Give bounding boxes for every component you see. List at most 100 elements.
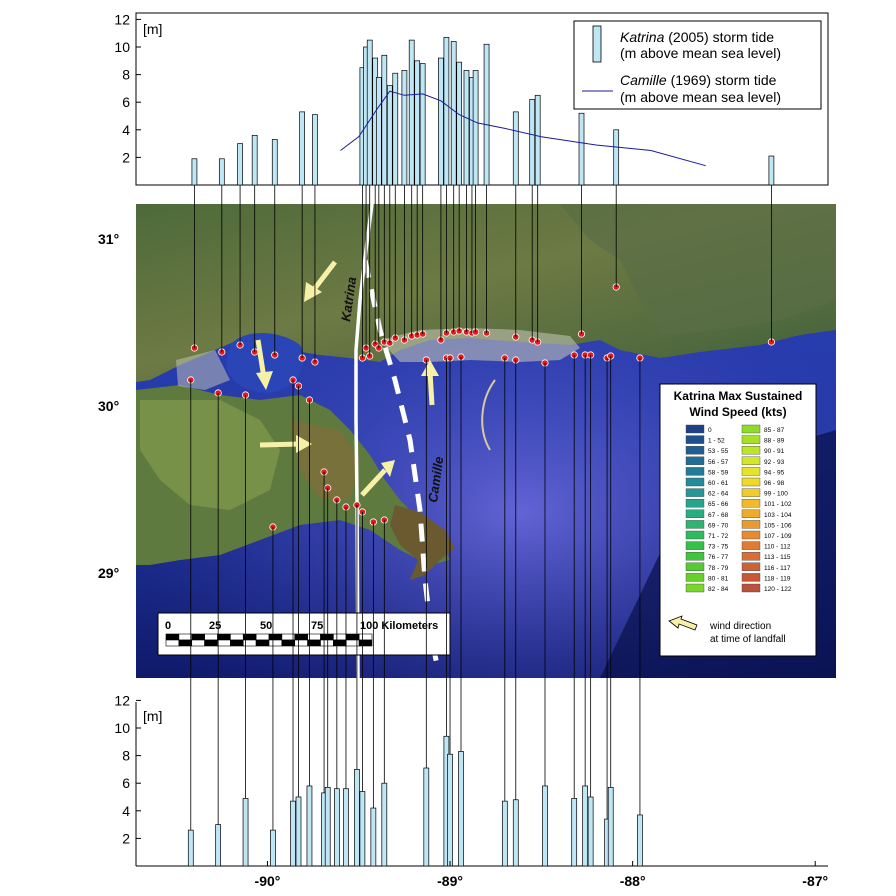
map-coast-highlight: [380, 328, 580, 362]
katrina-bar: [191, 158, 198, 186]
wind-class-swatch: [685, 583, 705, 593]
lat-label-29: 29°: [98, 565, 119, 581]
scale-bar-segment: [178, 633, 193, 641]
katrina-bar: [450, 41, 457, 186]
bottom-bar: [270, 829, 276, 867]
bottom-bar: [587, 796, 594, 867]
camille-legend-line2: (m above mean sea level): [620, 89, 781, 105]
bottom-bar: [354, 769, 360, 867]
wind-class-label: 65 - 66: [708, 501, 729, 508]
scale-bar-segment: [333, 633, 347, 641]
katrina-legend-line2: (m above mean sea level): [620, 45, 781, 61]
katrina-bar: [386, 85, 393, 186]
wind-class-label: 78 - 79: [708, 565, 729, 572]
wind-class-label: 94 - 95: [764, 469, 785, 476]
lat-label-30: 30°: [98, 398, 119, 414]
wind-class-label: 120 - 122: [764, 586, 792, 593]
top-chart-y-axis: 12 10 8 6 4 2: [114, 11, 141, 165]
wind-legend-title-line1: Katrina Max Sustained: [674, 389, 803, 403]
wind-class-swatch: [685, 573, 705, 582]
katrina-track-label: Katrina: [338, 276, 359, 322]
scale-bar-segment: [294, 639, 308, 647]
lat-label-31: 31°: [98, 231, 119, 247]
wind-class-swatch: [741, 488, 761, 497]
katrina-bar: [392, 72, 399, 186]
bottom-y-tick-label: 10: [114, 720, 130, 736]
scale-bar-segment: [165, 633, 180, 641]
wind-class-swatch: [685, 562, 705, 571]
katrina-bar: [375, 77, 382, 186]
wind-class-label: 105 - 106: [764, 522, 792, 529]
wind-class-swatch: [685, 541, 705, 550]
wind-arrow-3-head: [296, 435, 312, 453]
wind-legend-title-line2: Wind Speed (kts): [689, 405, 786, 419]
katrina-bar: [443, 36, 450, 186]
katrina-bar: [366, 39, 373, 186]
wind-class-label: 99 - 100: [764, 491, 788, 498]
wind-class-label: 1 - 52: [708, 438, 725, 445]
wind-class-label: 90 - 91: [764, 448, 785, 455]
katrina-bar: [456, 61, 463, 186]
bottom-chart-unit-label: [m]: [143, 708, 162, 724]
top-y-tick-label: 10: [114, 39, 130, 55]
wind-class-swatch: [741, 424, 761, 434]
scale-bar-segment: [255, 633, 270, 641]
katrina-bar: [237, 143, 243, 186]
top-y-tick-label: 4: [122, 122, 130, 138]
wind-class-label: 88 - 89: [764, 438, 785, 445]
wind-speed-legend: Katrina Max Sustained Wind Speed (kts) 0…: [659, 383, 817, 657]
wind-class-label: 67 - 68: [708, 512, 729, 519]
scale-bar-segment: [268, 633, 283, 641]
scale-bar-segment: [230, 639, 244, 647]
bottom-bar: [512, 799, 519, 867]
wind-class-label: 107 - 109: [764, 533, 792, 540]
bottom-bar: [242, 798, 249, 867]
wind-arrow-1-head: [304, 282, 322, 302]
wind-class-swatch: [741, 477, 761, 487]
bottom-bar: [290, 800, 296, 867]
station-connector-lines: [190, 185, 772, 831]
katrina-bar: [768, 155, 775, 186]
camille-legend-line1: Camille (1969) storm tide: [620, 72, 777, 88]
bottom-bar: [187, 829, 194, 867]
wind-arrow-2: [255, 339, 267, 379]
wind-class-swatch: [685, 520, 705, 529]
wind-class-label: 92 - 93: [764, 459, 785, 466]
map-lake-pontchartrain: [226, 332, 304, 393]
wind-class-label: 80 - 81: [708, 575, 729, 582]
wind-class-label: 58 - 59: [708, 469, 729, 476]
bottom-bar: [582, 785, 589, 867]
katrina-legend-line1: Katrina (2005) storm tide: [620, 29, 774, 45]
katrina-bar: [512, 111, 519, 186]
map-land-east: [560, 204, 836, 335]
bottom-y-tick-label: 6: [122, 775, 130, 791]
katrina-bar: [483, 43, 490, 186]
wind-legend-arrow-icon: [668, 615, 698, 631]
bottom-bar: [370, 807, 377, 867]
wind-class-swatch: [741, 562, 761, 571]
top-chart: [m] 12 10 8 6 4 2 Katrina (2005) storm tide (…: [114, 11, 829, 186]
wind-class-swatch: [685, 456, 705, 465]
katrina-bar: [299, 111, 306, 186]
scale-bar: 0 25 50 75 100 Kilometers: [157, 612, 451, 656]
wind-arrow-2-head: [256, 371, 273, 390]
wind-class-label: 0: [708, 427, 712, 434]
wind-class-swatch: [685, 446, 705, 455]
scale-bar-segment: [320, 639, 334, 647]
legend-box: [573, 20, 822, 110]
wind-class-swatch: [685, 509, 705, 518]
wind-class-label: 116 - 117: [764, 565, 791, 572]
scale-bar-segment: [320, 633, 334, 641]
wind-class-swatch: [741, 467, 761, 476]
bottom-bar: [324, 786, 331, 867]
wind-arrow-4-head: [381, 460, 395, 477]
katrina-bar: [381, 54, 388, 186]
bottom-bar: [295, 796, 302, 867]
katrina-bar: [312, 114, 318, 186]
wind-arrow-1: [310, 260, 337, 294]
wind-class-label: 62 - 64: [708, 491, 729, 498]
bottom-bar: [571, 798, 578, 867]
wind-class-swatch: [741, 509, 761, 518]
wind-class-swatch: [741, 541, 761, 550]
